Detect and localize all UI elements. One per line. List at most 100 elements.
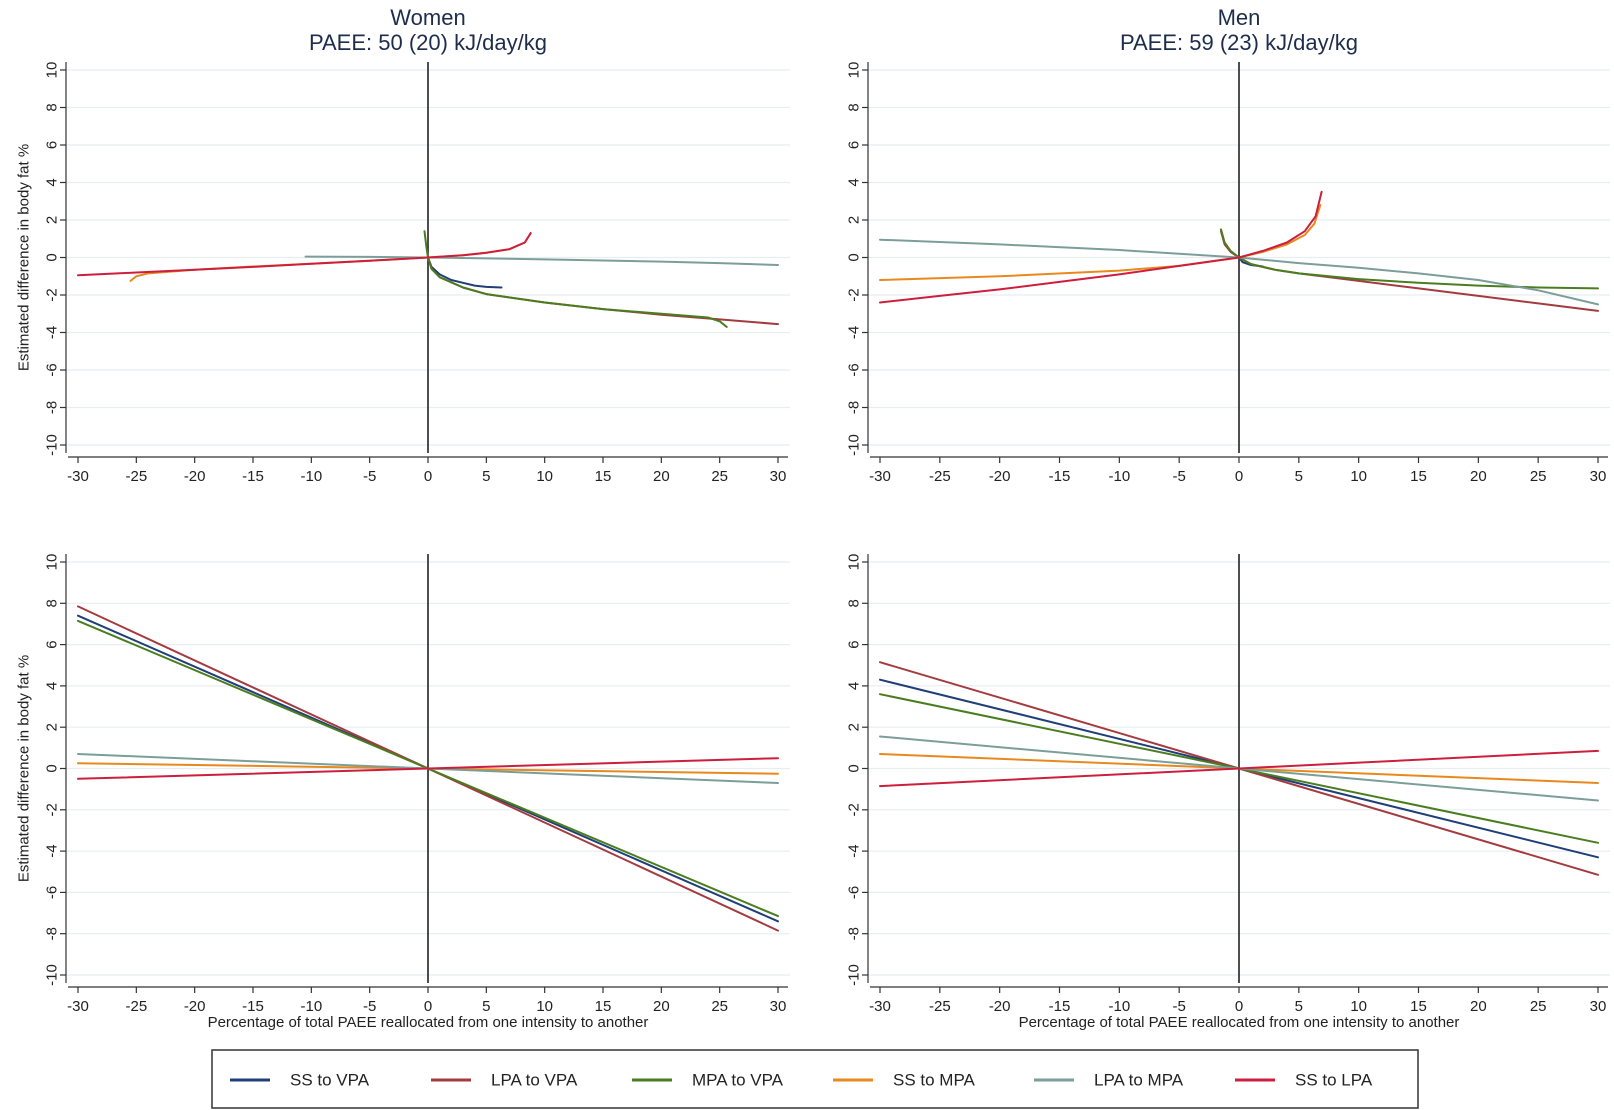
panel-title: Men (1218, 5, 1261, 30)
y-tick-label: -2 (846, 803, 863, 816)
x-tick-label: -15 (1049, 468, 1071, 485)
x-tick-label: -15 (242, 468, 264, 485)
y-tick-label: 8 (44, 103, 61, 111)
x-tick-label: -20 (989, 998, 1011, 1015)
y-tick-label: -10 (846, 964, 863, 986)
x-tick-label: 5 (1295, 468, 1303, 485)
x-tick-label: 20 (653, 468, 670, 485)
series-line-mpa-to-vpa (1220, 228, 1599, 290)
series-line-ss-to-lpa (77, 232, 532, 277)
x-tick-label: 30 (1590, 998, 1607, 1015)
y-tick-label: 4 (846, 682, 863, 690)
x-tick-label: 0 (1235, 998, 1243, 1015)
y-tick-label: -6 (44, 363, 61, 376)
y-tick-label: -10 (44, 964, 61, 986)
x-tick-label: 5 (482, 468, 490, 485)
x-tick-label: -5 (1172, 998, 1185, 1015)
y-tick-label: 4 (44, 178, 61, 186)
y-tick-label: 8 (44, 599, 61, 607)
y-tick-label: 10 (846, 62, 863, 79)
y-tick-label: 0 (846, 253, 863, 261)
x-tick-label: 25 (1530, 468, 1547, 485)
series-line-lpa-to-mpa (879, 238, 1599, 306)
x-tick-label: -25 (929, 468, 951, 485)
panel-title: Women (390, 5, 465, 30)
legend-label: SS to LPA (1295, 1071, 1373, 1090)
y-tick-label: 8 (846, 103, 863, 111)
x-tick-label: 20 (1470, 998, 1487, 1015)
y-tick-label: 2 (44, 723, 61, 731)
y-tick-label: -10 (44, 434, 61, 456)
y-tick-label: 4 (846, 178, 863, 186)
legend-label: MPA to VPA (692, 1071, 784, 1090)
y-tick-label: -4 (846, 326, 863, 339)
y-tick-label: -4 (846, 844, 863, 857)
x-tick-label: 10 (536, 998, 553, 1015)
x-tick-label: -15 (1049, 998, 1071, 1015)
x-tick-label: -30 (67, 998, 89, 1015)
y-tick-label: 10 (846, 554, 863, 571)
y-tick-label: 0 (846, 764, 863, 772)
x-tick-label: 0 (424, 998, 432, 1015)
x-tick-label: 25 (711, 998, 728, 1015)
series-line-ss-to-lpa (879, 190, 1323, 304)
y-tick-label: 2 (846, 216, 863, 224)
legend-label: LPA to MPA (1094, 1071, 1184, 1090)
x-tick-label: 0 (1235, 468, 1243, 485)
x-tick-label: -25 (125, 998, 147, 1015)
x-tick-label: -25 (125, 468, 147, 485)
y-tick-label: 4 (44, 682, 61, 690)
y-axis-label: Estimated difference in body fat % (16, 144, 33, 371)
y-tick-label: -6 (846, 363, 863, 376)
y-tick-label: -6 (846, 886, 863, 899)
panel-subtitle: PAEE: 50 (20) kJ/day/kg (309, 30, 547, 55)
x-tick-label: 5 (1295, 998, 1303, 1015)
x-axis-label: Percentage of total PAEE reallocated fro… (1019, 1014, 1460, 1031)
y-tick-label: 6 (44, 640, 61, 648)
x-tick-label: 15 (595, 468, 612, 485)
y-tick-label: 2 (44, 216, 61, 224)
y-tick-label: 10 (44, 554, 61, 571)
legend-label: SS to VPA (290, 1071, 370, 1090)
y-tick-label: 6 (846, 640, 863, 648)
x-tick-label: -25 (929, 998, 951, 1015)
y-tick-label: 2 (846, 723, 863, 731)
x-tick-label: 30 (770, 468, 787, 485)
x-tick-label: -5 (363, 998, 376, 1015)
x-tick-label: 25 (1530, 998, 1547, 1015)
x-tick-label: 15 (1410, 998, 1427, 1015)
x-tick-label: -10 (300, 998, 322, 1015)
x-tick-label: -5 (1172, 468, 1185, 485)
x-tick-label: 10 (1350, 468, 1367, 485)
legend-label: SS to MPA (893, 1071, 976, 1090)
y-tick-label: 6 (44, 141, 61, 149)
x-tick-label: 0 (424, 468, 432, 485)
y-tick-label: 10 (44, 62, 61, 79)
x-tick-label: -5 (363, 468, 376, 485)
series-line-lpa-to-vpa (427, 256, 779, 326)
legend-label: LPA to VPA (491, 1071, 578, 1090)
y-tick-label: -8 (846, 401, 863, 414)
series-line-ss-to-lpa (77, 757, 779, 780)
x-tick-label: 10 (1350, 998, 1367, 1015)
x-tick-label: -15 (242, 998, 264, 1015)
series-line-ss-to-lpa (879, 749, 1599, 788)
x-tick-label: -30 (869, 468, 891, 485)
legend: SS to VPA LPA to VPA MPA to VPA SS to MPA LP… (211, 1049, 1419, 1109)
x-tick-label: 5 (482, 998, 490, 1015)
y-axis-label: Estimated difference in body fat % (16, 655, 33, 882)
x-tick-label: 20 (653, 998, 670, 1015)
y-tick-label: 0 (44, 253, 61, 261)
y-tick-label: -2 (44, 288, 61, 301)
y-tick-label: -10 (846, 434, 863, 456)
y-tick-label: -2 (44, 803, 61, 816)
x-tick-label: -30 (67, 468, 89, 485)
x-tick-label: 15 (595, 998, 612, 1015)
x-tick-label: -20 (184, 468, 206, 485)
y-tick-label: 0 (44, 764, 61, 772)
